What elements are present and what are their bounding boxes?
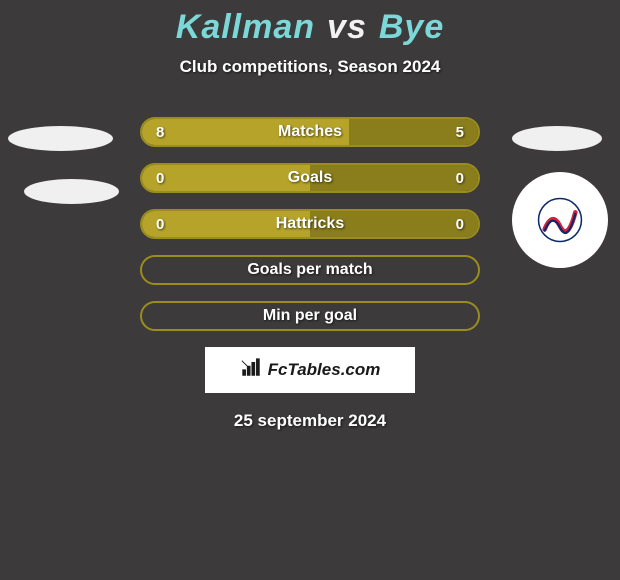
stat-row-min-per-goal: Min per goal [140, 301, 480, 331]
stat-value-right: 5 [456, 119, 464, 145]
page-title: Kallman vs Bye [0, 0, 620, 47]
stat-label: Hattricks [142, 211, 478, 237]
title-player2: Bye [379, 8, 444, 46]
stat-row-goals: 0 Goals 0 [140, 163, 480, 193]
stats-container: 8 Matches 5 0 Goals 0 0 Hattricks 0 Goal… [0, 117, 620, 431]
stat-row-goals-per-match: Goals per match [140, 255, 480, 285]
stat-label: Matches [142, 119, 478, 145]
stat-row-hattricks: 0 Hattricks 0 [140, 209, 480, 239]
stat-row-matches: 8 Matches 5 [140, 117, 480, 147]
date-line: 25 september 2024 [0, 411, 620, 431]
chart-icon [240, 357, 262, 384]
stat-label: Min per goal [142, 303, 478, 329]
stat-value-right: 0 [456, 165, 464, 191]
stat-value-right: 0 [456, 211, 464, 237]
stat-label: Goals per match [142, 257, 478, 283]
title-vs: vs [327, 8, 367, 46]
brand-label: FcTables.com [268, 360, 381, 380]
page-background: Kallman vs Bye Club competitions, Season 2… [0, 0, 620, 580]
brand-box: FcTables.com [205, 347, 415, 393]
stat-label: Goals [142, 165, 478, 191]
title-player1: Kallman [176, 8, 315, 46]
subtitle: Club competitions, Season 2024 [0, 57, 620, 77]
